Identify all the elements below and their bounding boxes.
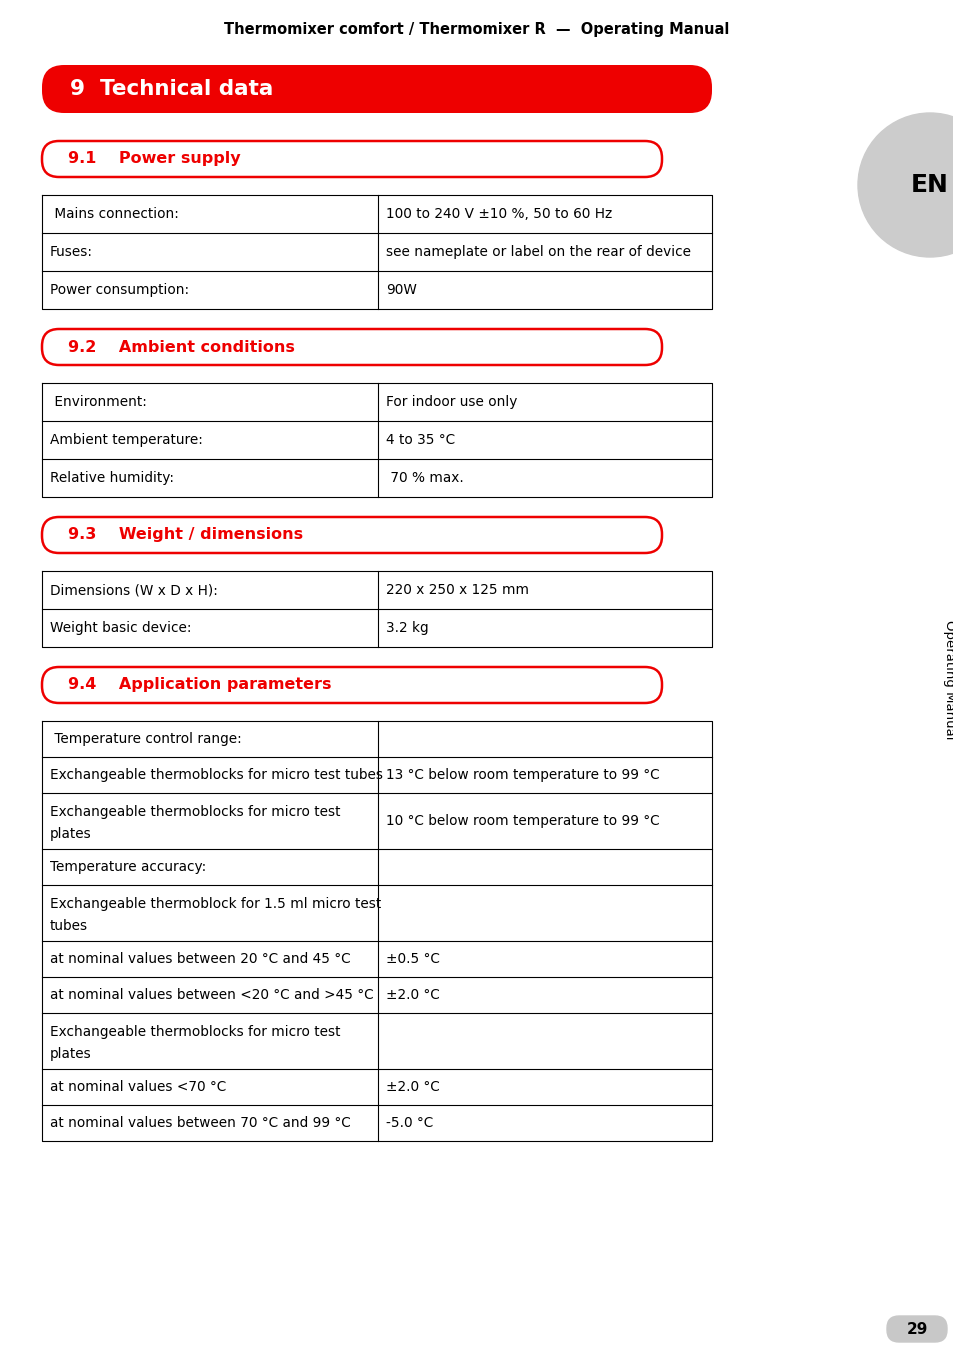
- FancyBboxPatch shape: [42, 141, 661, 177]
- Text: at nominal values <70 °C: at nominal values <70 °C: [50, 1080, 226, 1094]
- Text: 9.1    Power supply: 9.1 Power supply: [68, 151, 240, 166]
- Text: Temperature accuracy:: Temperature accuracy:: [50, 860, 206, 873]
- Text: Thermomixer comfort / Thermomixer R  —  Operating Manual: Thermomixer comfort / Thermomixer R — Op…: [224, 22, 729, 37]
- Text: 220 x 250 x 125 mm: 220 x 250 x 125 mm: [386, 583, 529, 598]
- Text: at nominal values between 20 °C and 45 °C: at nominal values between 20 °C and 45 °…: [50, 952, 351, 965]
- Text: ±2.0 °C: ±2.0 °C: [386, 988, 439, 1002]
- Text: Mains connection:: Mains connection:: [50, 207, 179, 220]
- Text: Dimensions (W x D x H):: Dimensions (W x D x H):: [50, 583, 217, 598]
- Circle shape: [857, 114, 953, 257]
- Text: see nameplate or label on the rear of device: see nameplate or label on the rear of de…: [386, 245, 690, 260]
- FancyBboxPatch shape: [42, 329, 661, 365]
- Text: at nominal values between 70 °C and 99 °C: at nominal values between 70 °C and 99 °…: [50, 1115, 351, 1130]
- Text: 100 to 240 V ±10 %, 50 to 60 Hz: 100 to 240 V ±10 %, 50 to 60 Hz: [386, 207, 612, 220]
- Text: 9  Technical data: 9 Technical data: [70, 78, 274, 99]
- Text: -5.0 °C: -5.0 °C: [386, 1115, 433, 1130]
- Text: Exchangeable thermoblock for 1.5 ml micro test: Exchangeable thermoblock for 1.5 ml micr…: [50, 898, 381, 911]
- Text: Operating Manual: Operating Manual: [943, 621, 953, 740]
- Text: Relative humidity:: Relative humidity:: [50, 470, 173, 485]
- Text: 13 °C below room temperature to 99 °C: 13 °C below room temperature to 99 °C: [386, 768, 659, 781]
- Text: 4 to 35 °C: 4 to 35 °C: [386, 433, 455, 448]
- FancyBboxPatch shape: [886, 1315, 946, 1343]
- Text: Exchangeable thermoblocks for micro test tubes: Exchangeable thermoblocks for micro test…: [50, 768, 382, 781]
- Text: EN: EN: [910, 173, 948, 197]
- Text: 29: 29: [905, 1321, 926, 1337]
- Text: Environment:: Environment:: [50, 395, 147, 410]
- Text: 90W: 90W: [386, 283, 416, 297]
- Text: tubes: tubes: [50, 918, 88, 933]
- Text: ±2.0 °C: ±2.0 °C: [386, 1080, 439, 1094]
- Text: ±0.5 °C: ±0.5 °C: [386, 952, 439, 965]
- Text: Ambient temperature:: Ambient temperature:: [50, 433, 203, 448]
- Text: Temperature control range:: Temperature control range:: [50, 731, 241, 746]
- FancyBboxPatch shape: [42, 667, 661, 703]
- Text: 10 °C below room temperature to 99 °C: 10 °C below room temperature to 99 °C: [386, 814, 659, 827]
- Text: 9.2    Ambient conditions: 9.2 Ambient conditions: [68, 339, 294, 354]
- Text: plates: plates: [50, 1046, 91, 1060]
- Text: Power consumption:: Power consumption:: [50, 283, 189, 297]
- Text: 3.2 kg: 3.2 kg: [386, 621, 428, 635]
- Text: 9.3    Weight / dimensions: 9.3 Weight / dimensions: [68, 527, 303, 542]
- Text: 9.4    Application parameters: 9.4 Application parameters: [68, 677, 331, 692]
- FancyBboxPatch shape: [42, 65, 711, 114]
- Text: For indoor use only: For indoor use only: [386, 395, 517, 410]
- Text: Exchangeable thermoblocks for micro test: Exchangeable thermoblocks for micro test: [50, 806, 340, 819]
- Text: plates: plates: [50, 826, 91, 841]
- FancyBboxPatch shape: [42, 516, 661, 553]
- Text: Fuses:: Fuses:: [50, 245, 92, 260]
- Text: at nominal values between <20 °C and >45 °C: at nominal values between <20 °C and >45…: [50, 988, 374, 1002]
- Text: Exchangeable thermoblocks for micro test: Exchangeable thermoblocks for micro test: [50, 1025, 340, 1040]
- Text: Weight basic device:: Weight basic device:: [50, 621, 192, 635]
- Text: 70 % max.: 70 % max.: [386, 470, 463, 485]
